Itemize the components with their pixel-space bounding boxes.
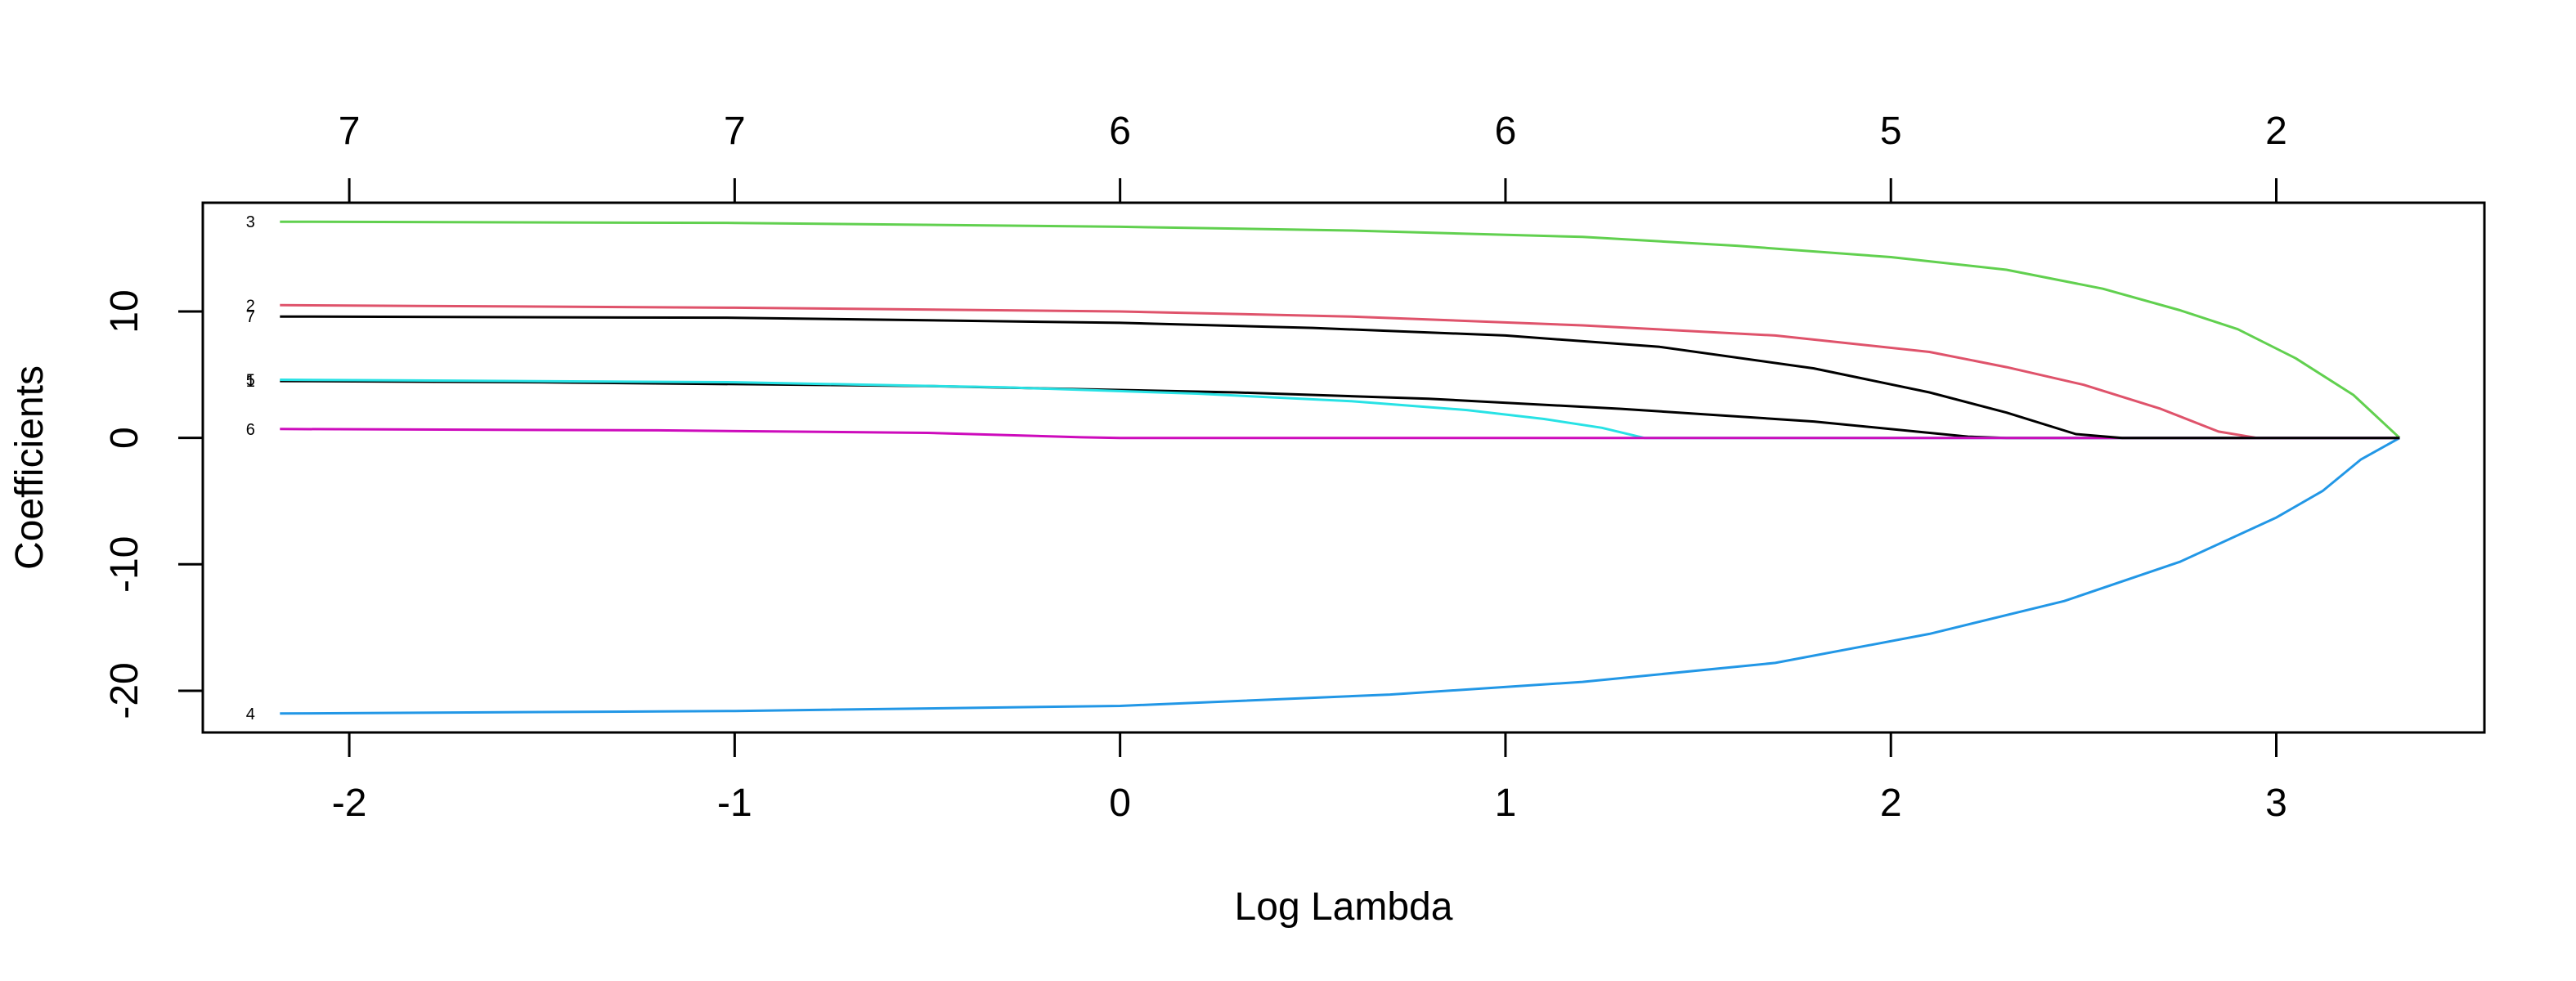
top-tick-label: 7	[724, 110, 746, 153]
coefficient-path-2	[280, 303, 2400, 440]
path-label-6: 6	[246, 421, 255, 439]
path-end-labels: 1 2 3 4 5 6 7	[246, 213, 255, 723]
x-tick-label: 3	[2265, 782, 2287, 825]
y-axis: -20 -10 0 10	[103, 289, 204, 719]
x-axis-bottom: -2 -1 0 1 2 3	[332, 731, 2287, 825]
top-tick-label: 5	[1880, 110, 1902, 153]
x-tick-label: -1	[717, 782, 752, 825]
x-tick-label: 2	[1880, 782, 1902, 825]
path-label-5: 5	[246, 372, 255, 390]
top-tick-label: 6	[1495, 110, 1517, 153]
top-tick-label: 6	[1109, 110, 1131, 153]
y-tick-label: -20	[103, 662, 146, 719]
top-tick-label: 2	[2265, 110, 2287, 153]
x-axis-top: 7 7 6 6 5 2	[339, 110, 2287, 204]
coefficient-paths	[280, 220, 2401, 715]
x-tick-label: 0	[1109, 782, 1131, 825]
coefficient-path-7	[280, 315, 2400, 440]
coefficient-path-3	[280, 220, 2401, 439]
path-label-4: 4	[246, 706, 255, 723]
path-label-1: 1	[246, 373, 255, 391]
x-tick-label: 1	[1495, 782, 1517, 825]
top-tick-label: 7	[339, 110, 361, 153]
x-axis-title: Log Lambda	[1235, 885, 1453, 929]
path-label-2: 2	[246, 297, 255, 315]
y-tick-label: -10	[103, 536, 146, 593]
path-label-7: 7	[246, 308, 255, 326]
coefficient-path-5	[280, 379, 2400, 440]
x-tick-label: -2	[332, 782, 367, 825]
y-axis-title: Coefficients	[8, 365, 52, 570]
coefficient-path-4	[280, 437, 2401, 715]
path-label-3: 3	[246, 213, 255, 231]
y-tick-label: 0	[103, 427, 146, 449]
plot-frame	[201, 201, 2486, 734]
y-tick-label: 10	[103, 289, 146, 333]
coefficient-path-6	[280, 428, 2400, 440]
